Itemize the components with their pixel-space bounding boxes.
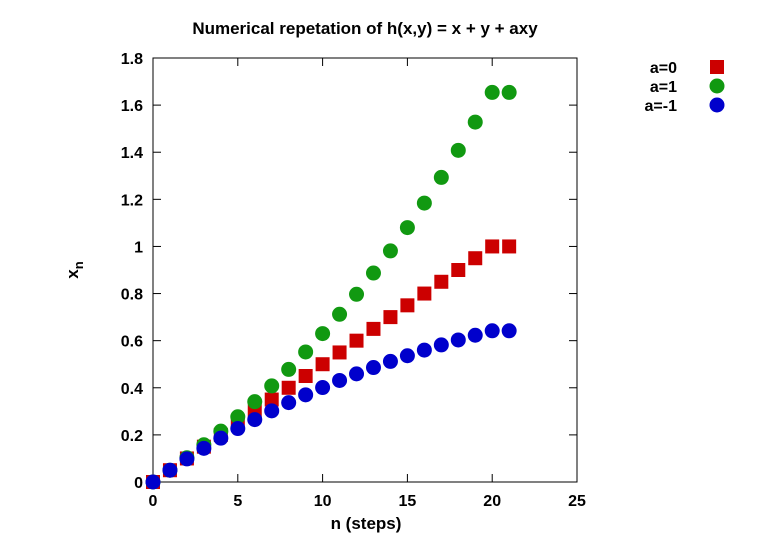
x-tick-label: 20 [483, 493, 501, 510]
data-point [247, 394, 263, 410]
y-tick-label: 1 [134, 239, 143, 256]
data-point [416, 195, 432, 211]
legend-marker [710, 60, 724, 74]
data-point [365, 360, 381, 376]
data-point [382, 353, 398, 369]
y-axis-label-main: x [63, 269, 82, 279]
data-point [281, 395, 297, 411]
data-point [315, 380, 331, 396]
data-point [400, 298, 415, 313]
data-point [179, 451, 195, 467]
data-point [264, 392, 279, 407]
y-tick-label: 1.8 [121, 51, 143, 68]
data-point [451, 263, 466, 277]
data-point [230, 421, 246, 437]
data-point [502, 239, 517, 254]
data-point [484, 84, 500, 100]
data-point [501, 323, 517, 339]
y-tick-label: 1.6 [121, 98, 143, 115]
data-point [365, 265, 381, 281]
x-tick-label: 15 [399, 493, 417, 510]
data-point [433, 337, 449, 353]
plot-frame [152, 57, 578, 483]
plot-area: 0 5 10 15 20 25 0 0.2 0.4 0.6 0.8 1 1.2 1.4 1.6 1.8 [121, 51, 586, 510]
data-point [349, 366, 365, 382]
data-point [468, 251, 483, 266]
legend-marker [709, 78, 725, 94]
data-point [264, 403, 280, 419]
data-point [298, 387, 314, 403]
legend-label: a=1 [650, 79, 677, 96]
y-tick-label: 0.8 [121, 287, 143, 304]
data-point [450, 142, 466, 158]
data-point [332, 345, 347, 360]
x-tick-label: 5 [233, 493, 242, 510]
data-point [416, 342, 432, 358]
data-point [162, 462, 178, 478]
data-point [315, 357, 330, 372]
data-point [247, 412, 263, 428]
data-point [298, 369, 313, 383]
data-point [382, 243, 398, 259]
data-point [281, 361, 297, 377]
y-tick-label: 0.6 [121, 334, 143, 351]
data-point [349, 286, 365, 302]
data-point [349, 333, 364, 348]
data-point [467, 114, 483, 130]
data-point [332, 372, 348, 388]
y-tick-label: 1.2 [121, 192, 143, 209]
data-point [484, 323, 500, 339]
data-point [417, 286, 432, 301]
data-point [399, 348, 415, 364]
data-point [366, 321, 381, 336]
x-tick-label: 10 [314, 493, 332, 510]
y-tick-label: 0 [134, 475, 143, 492]
data-point [145, 474, 161, 490]
legend: a=0 a=1 a=-1 [645, 60, 725, 115]
data-point [281, 380, 296, 395]
chart-title: Numerical repetation of h(x,y) = x + y +… [192, 19, 538, 38]
data-point [213, 430, 229, 446]
data-point [332, 306, 348, 322]
legend-label: a=-1 [645, 98, 678, 115]
data-point [315, 326, 331, 342]
data-point [230, 409, 246, 425]
x-tick-label: 25 [568, 493, 586, 510]
y-axis-label: xn [63, 261, 86, 278]
data-point [399, 220, 415, 236]
data-point [433, 169, 449, 185]
data-point [434, 274, 449, 289]
data-point [450, 332, 466, 348]
data-point [485, 239, 500, 254]
data-point [264, 378, 280, 394]
data-point [467, 327, 483, 343]
y-tick-label: 0.4 [121, 381, 143, 398]
x-tick-label: 0 [149, 493, 158, 510]
y-tick-label: 1.4 [121, 145, 143, 162]
data-point [196, 440, 212, 456]
data-point [501, 84, 517, 100]
y-tick-label: 0.2 [121, 428, 143, 445]
y-axis-label-subscript: n [71, 261, 86, 269]
legend-label: a=0 [650, 60, 677, 77]
legend-marker [709, 97, 725, 113]
data-point [298, 344, 314, 360]
data-point [383, 310, 398, 325]
y-axis-label-group: xn [63, 261, 86, 278]
x-axis-label: n (steps) [331, 514, 402, 533]
